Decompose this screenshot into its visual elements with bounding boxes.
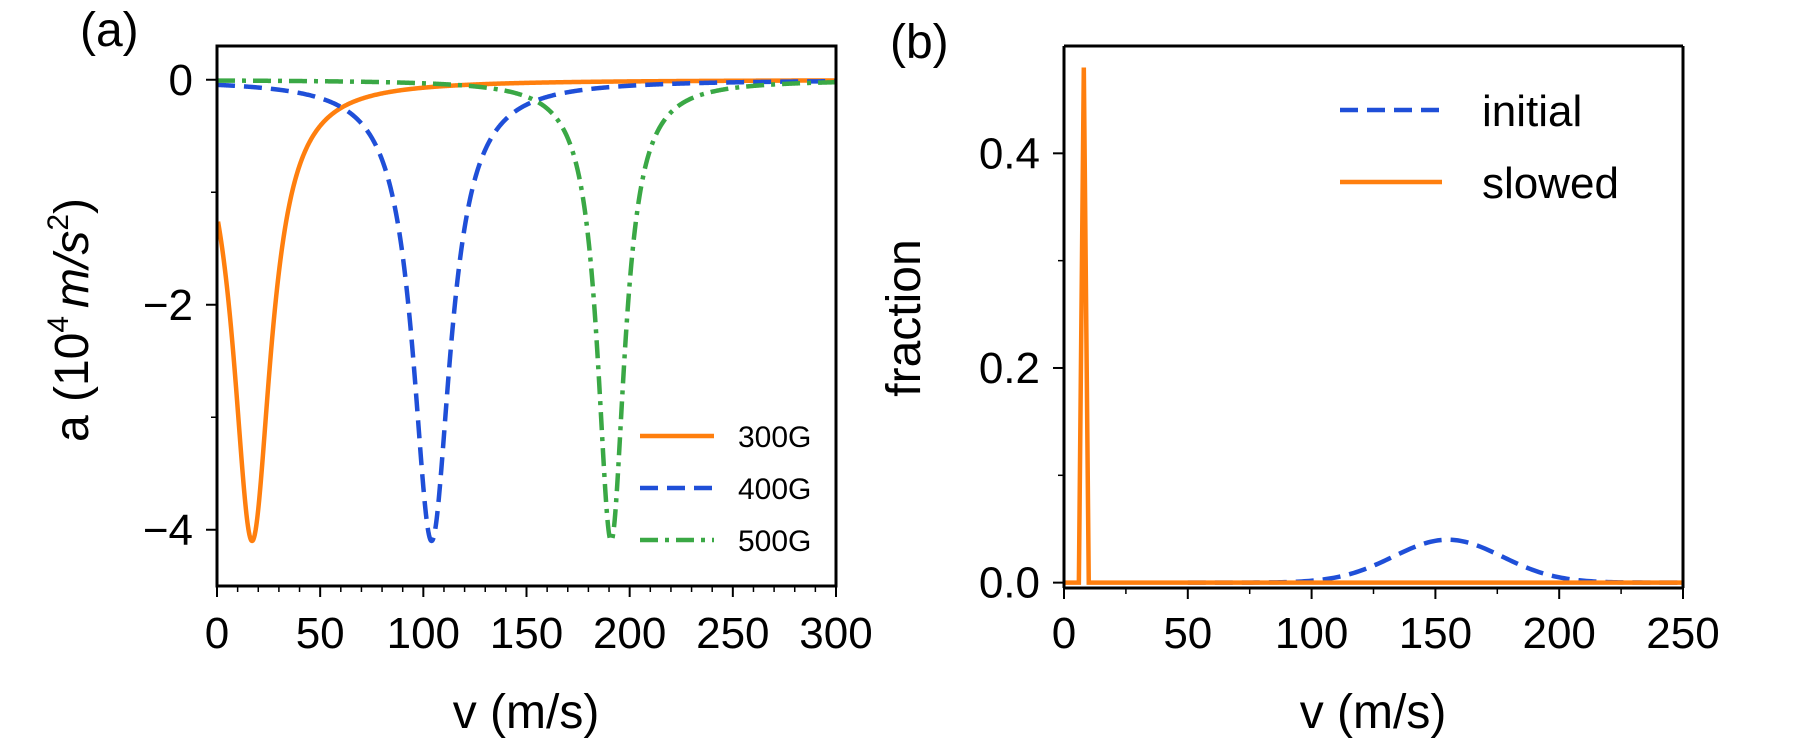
x-tick-label: 300 [799, 609, 872, 658]
x-tick-label: 100 [1275, 609, 1348, 658]
legend-label-300G: 300G [738, 421, 811, 454]
x-tick-label: 250 [696, 609, 769, 658]
y-tick-label: 0.2 [979, 344, 1040, 393]
legend-label-400G: 400G [738, 473, 811, 506]
legend-label-slowed: slowed [1482, 159, 1619, 208]
legend-label-initial: initial [1482, 87, 1582, 136]
panel-b-label: (b) [890, 16, 949, 69]
x-tick-label: 150 [1399, 609, 1472, 658]
series-line-300G [217, 78, 836, 544]
panel-a: (a) 0 50 100 150 200 250 300 0 −2 −4 v (m/s) a (… [42, 4, 873, 739]
panel-a-label: (a) [80, 4, 139, 57]
y-label-unit: m/s [46, 231, 99, 308]
y-label-base: a (10 [46, 333, 99, 442]
y-tick-label: −2 [143, 281, 193, 330]
legend-label-500G: 500G [738, 525, 811, 558]
panel-a-y-label: a (104 m/s2) [42, 198, 99, 442]
x-tick-label: 0 [205, 609, 229, 658]
x-tick-label: 200 [1522, 609, 1595, 658]
x-tick-label: 150 [490, 609, 563, 658]
panel-b-y-ticks: 0.0 0.2 0.4 [979, 129, 1064, 608]
y-tick-label: 0 [169, 56, 193, 105]
panel-a-x-ticks: 0 50 100 150 200 250 300 [205, 586, 873, 658]
panel-b-x-label: v (m/s) [1300, 686, 1447, 739]
panel-a-y-ticks: 0 −2 −4 [143, 56, 217, 555]
x-tick-label: 50 [296, 609, 345, 658]
x-tick-label: 200 [593, 609, 666, 658]
series-line-slowed [1064, 67, 1683, 585]
panel-b-legend: initial slowed [1340, 87, 1619, 208]
panel-a-series [217, 78, 836, 544]
y-label-unit-exp: 2 [42, 214, 75, 231]
x-tick-label: 100 [387, 609, 460, 658]
panel-a-x-label: v (m/s) [453, 686, 600, 739]
series-line-400G [217, 78, 836, 544]
y-tick-label: 0.4 [979, 129, 1040, 178]
y-tick-label: −4 [143, 506, 193, 555]
y-label-close: ) [46, 198, 99, 214]
x-tick-label: 0 [1052, 609, 1076, 658]
panel-b-series [1064, 67, 1683, 585]
panel-b-y-label: fraction [878, 239, 931, 396]
panel-b: (b) 0 50 100 150 200 250 0.0 0.2 0.4 v (m/s) fr… [878, 16, 1720, 739]
y-label-exp: 4 [42, 316, 75, 333]
series-line-500G [217, 78, 836, 544]
panel-b-x-ticks: 0 50 100 150 200 250 [1052, 588, 1720, 658]
y-tick-label: 0.0 [979, 559, 1040, 608]
panel-b-frame [1062, 44, 1685, 590]
x-tick-label: 50 [1163, 609, 1212, 658]
x-tick-label: 250 [1646, 609, 1719, 658]
panel-a-legend: 300G 400G 500G [640, 421, 811, 558]
series-line-initial [1187, 537, 1683, 585]
